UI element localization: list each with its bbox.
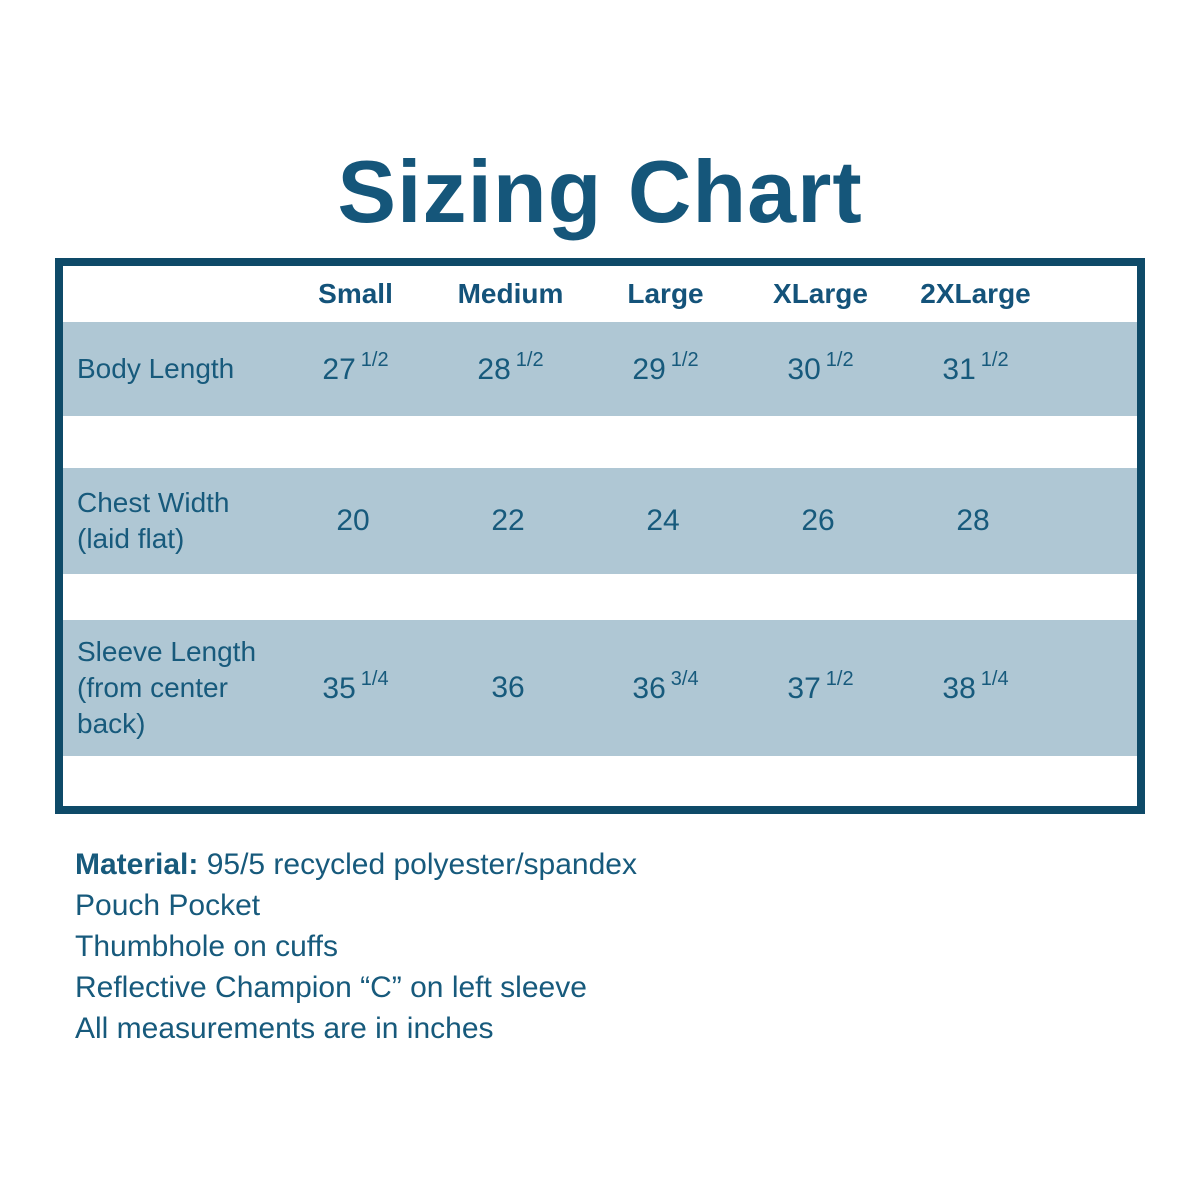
- row-label: Body Length: [77, 353, 235, 384]
- size-value: 35 1/4: [278, 668, 433, 706]
- material-value: 95/5 recycled polyester/spandex: [198, 848, 637, 881]
- material-line: Material: 95/5 recycled polyester/spande…: [75, 844, 1200, 885]
- row-spacer: [63, 756, 1137, 806]
- size-value: 37 1/2: [743, 668, 898, 706]
- table-header-row: Small Medium Large XLarge 2XLarge: [63, 266, 1137, 322]
- column-header-medium: Medium: [457, 278, 564, 309]
- fraction-superscript: 3/4: [670, 668, 699, 690]
- value-base: 38: [942, 672, 976, 705]
- value-base: 36: [632, 672, 666, 705]
- size-value: 28 1/2: [433, 349, 588, 387]
- page-title: Sizing Chart: [337, 142, 863, 241]
- note-line-pouch-pocket: Pouch Pocket: [75, 889, 261, 922]
- value-base: 24: [646, 504, 680, 537]
- fraction-superscript: 1/2: [980, 349, 1009, 371]
- value-base: 26: [801, 504, 835, 537]
- size-value: 20: [278, 504, 433, 538]
- value-base: 35: [322, 672, 356, 705]
- value-base: 28: [477, 353, 511, 386]
- row-spacer: [63, 416, 1137, 468]
- value-base: 20: [336, 504, 370, 537]
- column-header-xlarge: XLarge: [773, 278, 868, 309]
- fraction-superscript: 1/2: [825, 668, 854, 690]
- size-value: 24: [588, 504, 743, 538]
- material-label: Material:: [75, 848, 199, 881]
- column-header-small: Small: [318, 278, 393, 309]
- size-value: 27 1/2: [278, 349, 433, 387]
- size-value: 31 1/2: [898, 349, 1053, 387]
- column-header-2xlarge: 2XLarge: [920, 278, 1031, 309]
- value-base: 28: [956, 504, 990, 537]
- fraction-superscript: 1/2: [825, 349, 854, 371]
- size-value: 22: [433, 504, 588, 538]
- size-value: 30 1/2: [743, 349, 898, 387]
- size-value: 28: [898, 504, 1053, 538]
- value-base: 30: [787, 353, 821, 386]
- value-base: 36: [491, 671, 525, 704]
- table-row-sleeve-length: Sleeve Length (from center back) 35 1/4 3…: [63, 620, 1137, 756]
- size-value: 38 1/4: [898, 668, 1053, 706]
- row-spacer: [63, 574, 1137, 620]
- fraction-superscript: 1/4: [980, 668, 1009, 690]
- note-line-measurements: All measurements are in inches: [75, 1012, 494, 1045]
- note-line-reflective-c: Reflective Champion “C” on left sleeve: [75, 971, 587, 1004]
- value-base: 29: [632, 353, 666, 386]
- table-row-body-length: Body Length 27 1/2 28 1/2 29 1/2 30 1/2 31 1/…: [63, 322, 1137, 416]
- row-label: Chest Width (laid flat): [77, 487, 230, 554]
- size-value: 26: [743, 504, 898, 538]
- column-header-large: Large: [627, 278, 704, 309]
- size-value: 36: [433, 671, 588, 705]
- fraction-superscript: 1/2: [360, 349, 389, 371]
- sizing-table: Small Medium Large XLarge 2XLarge Body L…: [55, 258, 1145, 814]
- value-base: 37: [787, 672, 821, 705]
- fraction-superscript: 1/2: [670, 349, 699, 371]
- size-value: 36 3/4: [588, 668, 743, 706]
- note-line-thumbhole: Thumbhole on cuffs: [75, 930, 338, 963]
- table-row-chest-width: Chest Width (laid flat) 20 22 24 26 28: [63, 468, 1137, 574]
- fraction-superscript: 1/2: [515, 349, 544, 371]
- size-value: 29 1/2: [588, 349, 743, 387]
- row-label: Sleeve Length (from center back): [77, 636, 257, 739]
- notes: Material: 95/5 recycled polyester/spande…: [75, 844, 1200, 1049]
- value-base: 27: [322, 353, 356, 386]
- value-base: 31: [942, 353, 976, 386]
- fraction-superscript: 1/4: [360, 668, 389, 690]
- value-base: 22: [491, 504, 525, 537]
